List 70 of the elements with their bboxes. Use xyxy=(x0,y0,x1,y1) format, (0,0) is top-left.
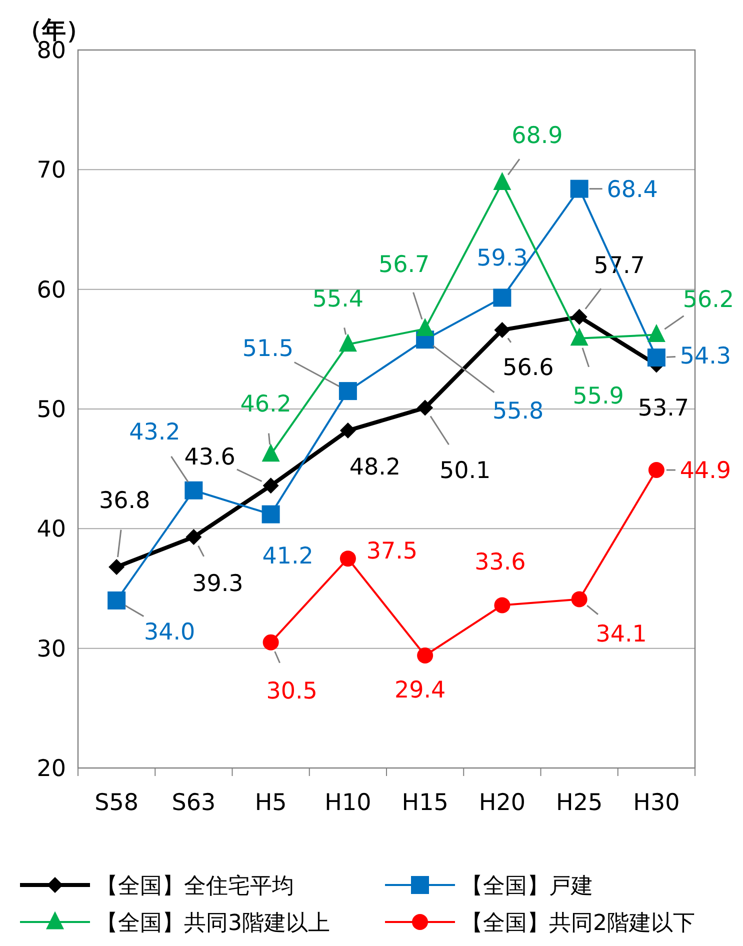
data-label: 43.2 xyxy=(129,419,180,446)
y-tick-label: 30 xyxy=(36,636,66,662)
point xyxy=(570,328,588,346)
data-label: 51.5 xyxy=(242,336,294,362)
data-label: 34.1 xyxy=(596,621,647,648)
point xyxy=(571,308,588,325)
x-tick-label: H30 xyxy=(633,790,680,816)
point xyxy=(417,648,434,664)
data-label: 48.2 xyxy=(349,454,401,481)
point xyxy=(340,422,356,439)
data-label: 44.9 xyxy=(680,458,732,484)
y-tick-label: 70 xyxy=(36,158,66,184)
data-label: 30.5 xyxy=(266,678,318,704)
legend-label: 【全国】共同2階建以下 xyxy=(461,911,695,936)
point xyxy=(340,550,356,567)
point xyxy=(648,462,664,478)
legend-label: 【全国】全住宅平均 xyxy=(96,874,294,899)
data-label: 43.6 xyxy=(184,444,236,471)
point xyxy=(108,558,125,575)
legend-label: 【全国】共同3階建以上 xyxy=(96,911,330,936)
data-label: 68.9 xyxy=(512,122,563,149)
x-tick-label: H5 xyxy=(254,790,287,816)
data-label: 56.7 xyxy=(378,252,430,278)
point xyxy=(262,478,279,494)
x-tick-label: S58 xyxy=(94,790,138,816)
legend-label: 【全国】戸建 xyxy=(461,874,593,899)
point xyxy=(493,288,512,307)
data-label: 39.3 xyxy=(192,571,244,598)
data-label: 36.8 xyxy=(98,488,150,514)
x-tick-label: S63 xyxy=(172,790,216,816)
data-label: 59.3 xyxy=(476,246,528,272)
data-label: 56.2 xyxy=(682,286,734,313)
x-tick-label: H10 xyxy=(324,790,372,816)
data-label: 55.4 xyxy=(312,286,364,312)
data-label: 37.5 xyxy=(366,538,418,565)
x-tick-label: H15 xyxy=(402,790,448,816)
point xyxy=(647,348,666,367)
y-tick-label: 60 xyxy=(36,277,66,304)
data-label: 55.9 xyxy=(572,383,624,410)
point xyxy=(262,634,279,650)
data-label: 68.4 xyxy=(606,176,658,203)
point xyxy=(647,324,666,342)
x-tick-label: H25 xyxy=(556,790,603,816)
point xyxy=(493,172,512,190)
point xyxy=(416,318,434,336)
x-tick-label: H20 xyxy=(478,790,526,816)
data-label: 46.2 xyxy=(240,391,292,418)
point xyxy=(184,481,203,500)
data-label: 53.7 xyxy=(638,396,690,422)
data-label: 41.2 xyxy=(262,543,314,570)
y-tick-label: 40 xyxy=(36,516,66,543)
data-label: 50.1 xyxy=(439,458,491,484)
point xyxy=(494,597,510,614)
point xyxy=(338,382,357,400)
point xyxy=(338,334,357,352)
data-label: 55.8 xyxy=(492,398,544,425)
point xyxy=(417,400,434,416)
point xyxy=(186,529,202,546)
point xyxy=(262,505,280,524)
y-tick-label: 50 xyxy=(36,397,66,423)
data-label: 33.6 xyxy=(474,549,526,576)
data-label: 54.3 xyxy=(680,344,732,370)
point xyxy=(571,591,588,608)
point xyxy=(570,180,588,198)
y-tick-label: 20 xyxy=(36,756,66,782)
data-label: 34.0 xyxy=(144,619,196,646)
point xyxy=(108,591,126,610)
data-label: 56.6 xyxy=(502,355,554,382)
data-label: 29.4 xyxy=(394,678,446,704)
point xyxy=(494,322,510,338)
